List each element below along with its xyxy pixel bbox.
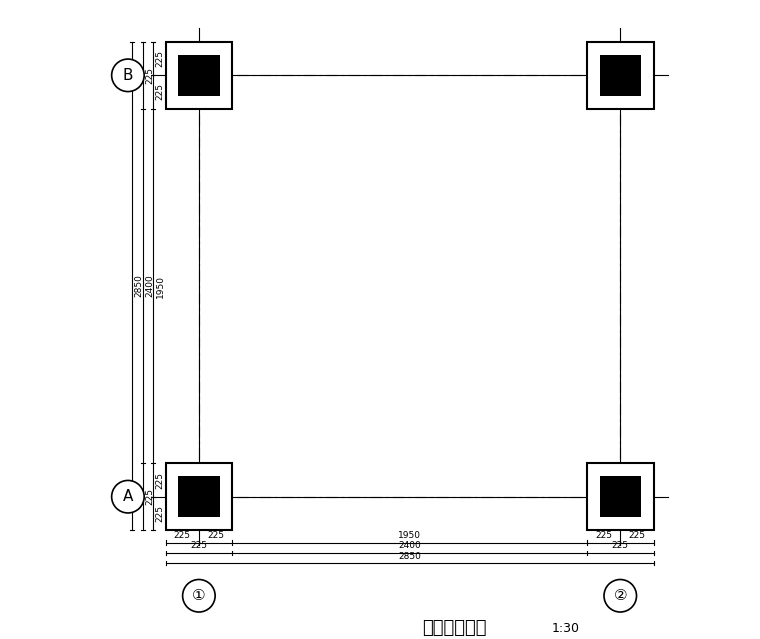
Text: 2850: 2850	[398, 551, 421, 561]
Bar	[166, 42, 232, 109]
Text: 225: 225	[156, 84, 164, 100]
Text: 225: 225	[595, 531, 612, 540]
Circle shape	[112, 59, 144, 91]
Text: A: A	[122, 489, 133, 504]
Bar	[166, 463, 232, 530]
Bar	[178, 476, 220, 518]
Text: 1950: 1950	[156, 275, 164, 298]
Text: ②: ②	[613, 589, 627, 603]
Text: 花架底平面图: 花架底平面图	[422, 619, 486, 637]
Text: 225: 225	[156, 505, 164, 522]
Text: 1:30: 1:30	[552, 622, 580, 635]
Text: 2400: 2400	[145, 275, 154, 297]
Text: B: B	[122, 68, 133, 83]
Text: 225: 225	[612, 541, 629, 550]
Bar	[587, 42, 654, 109]
Text: 225: 225	[156, 50, 164, 67]
Bar	[600, 476, 641, 518]
Circle shape	[112, 481, 144, 513]
Text: 225: 225	[156, 472, 164, 489]
Bar	[178, 54, 220, 96]
Text: 1950: 1950	[398, 531, 421, 540]
Circle shape	[182, 580, 215, 612]
Text: 225: 225	[190, 541, 207, 550]
Text: 225: 225	[145, 67, 154, 84]
Text: 225: 225	[207, 531, 224, 540]
Text: 2850: 2850	[135, 275, 144, 297]
Text: 2400: 2400	[398, 541, 421, 550]
Bar	[600, 54, 641, 96]
Circle shape	[604, 580, 637, 612]
Text: 225: 225	[629, 531, 645, 540]
Text: 225: 225	[174, 531, 191, 540]
Text: 225: 225	[145, 488, 154, 505]
Text: ①: ①	[192, 589, 206, 603]
Bar	[587, 463, 654, 530]
